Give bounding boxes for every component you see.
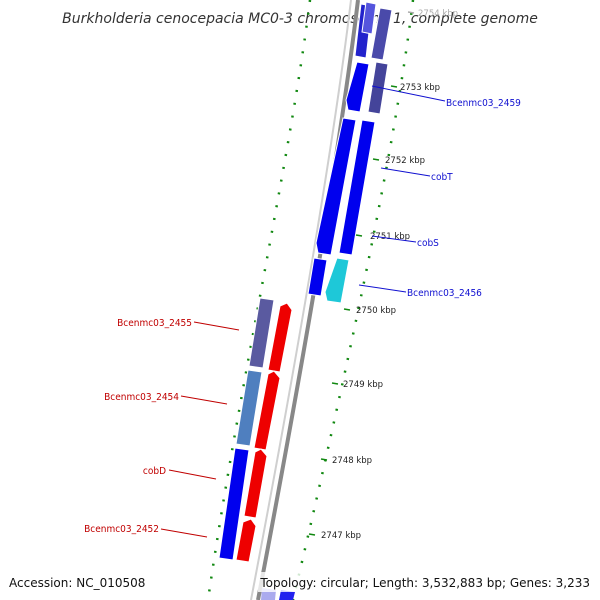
tick-track-inner <box>206 0 312 600</box>
gene-label[interactable]: Bcenmc03_2456 <box>407 288 482 299</box>
gene-label[interactable]: Bcenmc03_2455 <box>117 318 192 329</box>
tick-label: 2751 kbp <box>370 232 410 242</box>
cds-plus-outer <box>307 1 377 297</box>
tick-label: 2747 kbp <box>321 531 361 541</box>
gene-label[interactable]: Bcenmc03_2452 <box>84 524 159 535</box>
footer-topology-bg <box>258 572 592 592</box>
backbone-ring-inner <box>250 0 352 600</box>
gene-label[interactable]: cobT <box>431 172 453 183</box>
gene-label[interactable]: cobS <box>417 238 439 249</box>
cds-plus-inner <box>324 7 393 304</box>
gene-label[interactable]: cobD <box>143 466 166 477</box>
tick-label: 2752 kbp <box>385 156 425 166</box>
cds-minus-right <box>235 302 293 563</box>
gene-labels-minus: Bcenmc03_2455 Bcenmc03_2454 cobD Bcenmc0… <box>84 318 240 538</box>
gene-label[interactable]: Bcenmc03_2454 <box>104 392 179 403</box>
gene-labels-plus: Bcenmc03_2459 cobT cobS Bcenmc03_2456 <box>358 85 521 299</box>
cds-minus-left <box>218 297 275 561</box>
accession-label: Accession: NC_010508 <box>9 576 145 590</box>
topology-label: Topology: circular; Length: 3,532,883 bp… <box>259 576 590 590</box>
tick-label: 2754 kbp <box>418 9 458 19</box>
tick-label: 2753 kbp <box>400 83 440 93</box>
tick-label: 2748 kbp <box>332 456 372 466</box>
tick-label: 2749 kbp <box>343 380 383 390</box>
tick-label: 2750 kbp <box>356 306 396 316</box>
gene-label[interactable]: Bcenmc03_2459 <box>446 98 521 109</box>
genome-title: Burkholderia cenocepacia MC0-3 chromosom… <box>62 11 538 27</box>
scale-ticks: 2754 kbp 2753 kbp 2752 kbp 2751 kbp 2750… <box>308 9 458 541</box>
